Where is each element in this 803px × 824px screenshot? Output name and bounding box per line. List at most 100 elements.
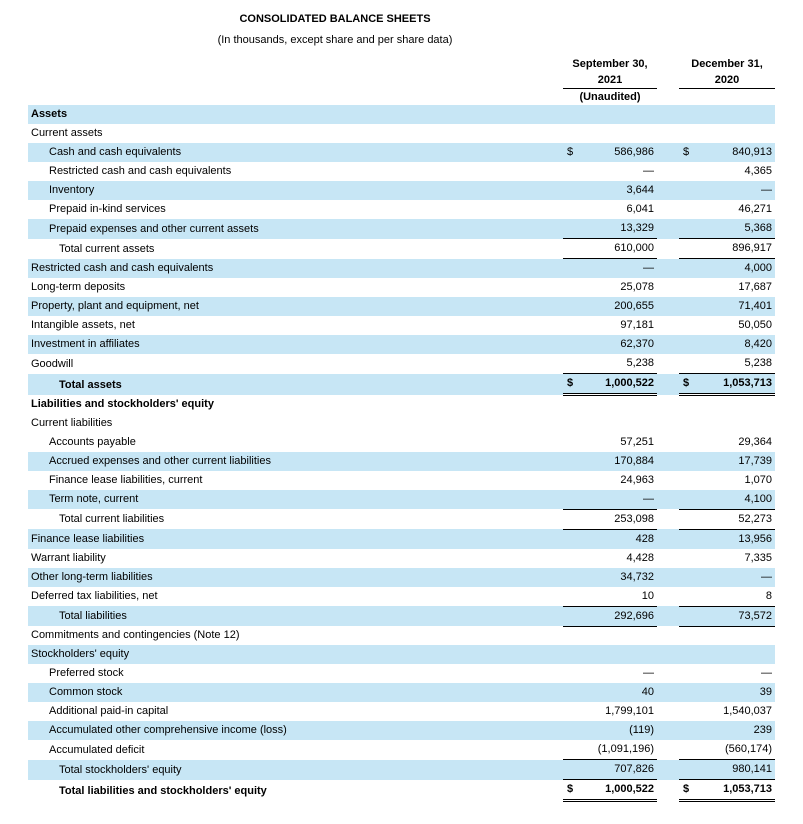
value-period-1: 40: [579, 683, 658, 702]
column-gap: [657, 683, 680, 702]
value-period-1: 57,251: [620, 435, 655, 448]
row-label: Liabilities and stockholders' equity: [31, 397, 214, 410]
column-gap: [657, 219, 680, 239]
column-gap: [657, 759, 680, 780]
value-period-1: 24,963: [620, 473, 655, 486]
value-period-1: [579, 395, 657, 414]
value-period-1: —: [643, 667, 655, 679]
value-period-2: [695, 626, 775, 645]
table-row: Goodwill 5,238 5,238: [28, 354, 776, 374]
value-period-1: 707,826: [579, 759, 658, 780]
table-row: Total liabilities and stockholders' equi…: [28, 779, 776, 802]
currency-symbol-period-1: [563, 529, 579, 549]
column-gap: [657, 489, 680, 509]
value-period-1: 253,098: [579, 509, 658, 530]
value-period-1: (119): [579, 721, 658, 740]
value-period-1: [579, 626, 657, 645]
currency-symbol-period-1: [563, 471, 579, 490]
currency-symbol-period-1: [563, 200, 579, 219]
currency-symbol-period-2: [679, 721, 696, 740]
value-period-1: 34,732: [579, 567, 658, 587]
column-gap: [657, 143, 680, 162]
currency-symbol-period-1: [563, 759, 579, 780]
value-period-2: 39: [695, 683, 776, 702]
currency-symbol-period-2: [679, 451, 696, 471]
table-row: Accumulated deficit (1,091,196) (560,174): [28, 740, 776, 760]
currency-symbol-period-1: [563, 664, 579, 683]
value-period-2: (560,174): [695, 740, 776, 760]
row-label: Total liabilities and stockholders' equi…: [59, 784, 267, 797]
value-period-1: —: [579, 258, 658, 278]
value-period-2: 46,271: [738, 203, 773, 215]
currency-symbol-period-1: $: [563, 779, 579, 802]
column-gap: [657, 239, 679, 259]
row-label: Additional paid-in capital: [49, 705, 169, 717]
document-subtitle: (In thousands, except share and per shar…: [217, 34, 453, 46]
value-period-1: 200,655: [579, 297, 658, 316]
currency-symbol-period-2: [679, 316, 695, 335]
column-gap: [657, 278, 679, 297]
document-title: CONSOLIDATED BALANCE SHEETS: [239, 13, 431, 25]
column-gap: [657, 645, 680, 664]
column-gap: [657, 433, 679, 452]
column-gap: [657, 780, 679, 801]
value-period-1: —: [643, 165, 655, 177]
column-gap: [657, 414, 679, 433]
currency-symbol-period-1: [563, 238, 579, 259]
column-gap: [657, 567, 680, 587]
table-row: Finance lease liabilities, current 24,963…: [28, 471, 775, 490]
currency-symbol-period-1: [563, 162, 579, 181]
row-label: Finance lease liabilities: [28, 529, 563, 549]
table-row: Current liabilities: [28, 414, 775, 433]
row-label: Total assets: [28, 373, 563, 395]
currency-symbol-period-2: [679, 124, 695, 143]
currency-symbol-period-2: [679, 586, 696, 607]
currency-symbol-period-1: [563, 721, 579, 740]
table-row: Property, plant and equipment, net 200,65…: [28, 297, 776, 316]
table-column-headers: September 30, December 31, 2021 2020 (Un…: [28, 56, 776, 106]
column-gap: [657, 105, 680, 124]
document-header: CONSOLIDATED BALANCE SHEETS (In thousand…: [0, 0, 670, 46]
table-row: Deferred tax liabilities, net 10 8: [28, 586, 776, 607]
currency-symbol-period-2: [679, 433, 695, 452]
column-gap: [657, 529, 680, 549]
row-label: Prepaid expenses and other current asset…: [28, 219, 563, 239]
table-row: Assets: [28, 105, 776, 124]
currency-symbol-period-1: $: [563, 373, 579, 396]
row-label: Stockholders' equity: [28, 645, 563, 664]
row-label: Restricted cash and cash equivalents: [49, 165, 232, 177]
table-row: Long-term deposits 25,078 17,687: [28, 278, 775, 297]
value-period-2: 5,238: [695, 354, 776, 374]
currency-symbol-period-1: [563, 549, 579, 568]
value-period-2: 1,053,713: [695, 373, 776, 396]
column-gap: [657, 626, 679, 645]
value-period-2: 73,572: [695, 606, 776, 627]
currency-symbol-period-2: [679, 278, 695, 297]
balance-sheet-table: September 30, December 31, 2021 2020 (Un…: [28, 56, 776, 802]
table-row: Prepaid expenses and other current asset…: [28, 219, 776, 239]
value-period-2: 980,141: [695, 759, 776, 780]
currency-symbol-period-1: [563, 278, 579, 297]
value-period-1: 428: [579, 529, 658, 549]
value-period-2: [695, 414, 775, 433]
currency-symbol-period-1: [563, 740, 579, 760]
currency-symbol-period-2: [679, 702, 695, 721]
table-row: Accounts payable 57,251 29,364: [28, 433, 775, 452]
value-period-2: 5,368: [695, 219, 776, 239]
value-period-2: 4,000: [695, 258, 776, 278]
column-header-period-2-year: 2020: [679, 72, 776, 89]
value-period-1: 610,000: [579, 238, 658, 259]
table-row: Intangible assets, net 97,181 50,050: [28, 316, 775, 335]
value-period-2: 50,050: [738, 319, 773, 331]
header-spacer: [28, 72, 563, 89]
header-spacer: [657, 89, 679, 106]
value-period-1: 4,428: [626, 551, 655, 564]
value-period-2: 896,917: [695, 238, 776, 259]
currency-symbol-period-2: [679, 567, 696, 587]
row-label: Total liabilities: [28, 606, 563, 626]
currency-symbol-period-1: [563, 567, 579, 587]
table-row: Inventory 3,644 —: [28, 181, 776, 200]
currency-symbol-period-2: [679, 354, 696, 374]
currency-symbol-period-2: $: [679, 779, 696, 802]
row-label: Cash and cash equivalents: [28, 143, 563, 162]
